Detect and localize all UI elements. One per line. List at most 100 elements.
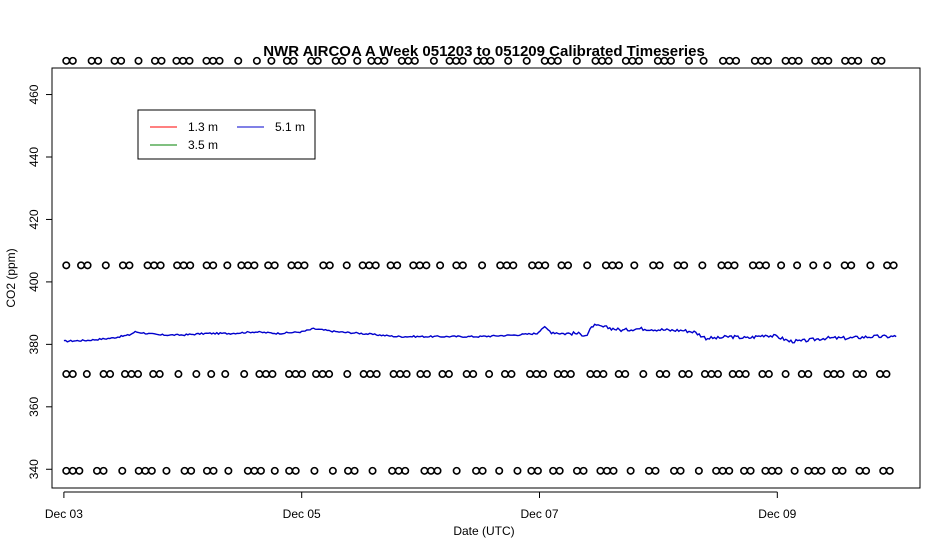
reference-point — [310, 466, 319, 475]
reference-point — [740, 466, 749, 475]
reference-point — [528, 261, 537, 270]
reference-point — [325, 370, 334, 379]
reference-point — [452, 466, 461, 475]
reference-point — [817, 56, 826, 65]
reference-point — [804, 370, 813, 379]
reference-point — [811, 56, 820, 65]
reference-point — [155, 370, 164, 379]
reference-point — [343, 370, 352, 379]
reference-point — [522, 56, 531, 65]
reference-point — [830, 370, 839, 379]
reference-point — [852, 370, 861, 379]
series-lines — [63, 323, 897, 344]
reference-point — [368, 466, 377, 475]
reference-point — [495, 466, 504, 475]
reference-point — [410, 56, 419, 65]
reference-point — [359, 370, 368, 379]
reference-point — [553, 370, 562, 379]
reference-point — [539, 370, 548, 379]
reference-point — [592, 370, 601, 379]
reference-point — [285, 370, 294, 379]
reference-point — [513, 466, 522, 475]
reference-point — [243, 466, 252, 475]
reference-point — [120, 370, 129, 379]
reference-point — [485, 370, 494, 379]
x-tick-label: Dec 07 — [520, 507, 558, 521]
reference-point — [666, 56, 675, 65]
reference-point — [386, 261, 395, 270]
y-axis-label: CO2 (ppm) — [4, 248, 18, 307]
reference-point — [68, 56, 77, 65]
reference-point — [224, 466, 233, 475]
reference-point — [502, 261, 511, 270]
reference-point — [767, 466, 776, 475]
reference-point — [500, 370, 509, 379]
reference-point — [673, 261, 682, 270]
reference-point — [732, 56, 741, 65]
reference-point — [555, 466, 564, 475]
reference-point — [92, 466, 101, 475]
reference-point — [365, 261, 374, 270]
reference-point — [804, 466, 813, 475]
reference-point — [110, 56, 119, 65]
legend-box — [137, 109, 316, 160]
reference-point — [566, 370, 575, 379]
reference-point — [77, 261, 86, 270]
reference-point — [118, 261, 127, 270]
reference-points — [62, 56, 898, 475]
reference-point — [366, 370, 375, 379]
reference-point — [831, 466, 840, 475]
reference-point — [270, 261, 279, 270]
reference-point — [725, 56, 734, 65]
reference-point — [255, 370, 264, 379]
plot-frame — [51, 67, 921, 489]
reference-point — [525, 370, 534, 379]
reference-point — [586, 370, 595, 379]
legend-label: 1.3 m — [188, 120, 218, 134]
reference-point — [764, 370, 773, 379]
reference-point — [180, 466, 189, 475]
reference-point — [662, 370, 671, 379]
reference-point — [854, 56, 863, 65]
reference-point — [342, 261, 351, 270]
reference-point — [172, 56, 181, 65]
reference-point — [87, 56, 96, 65]
reference-point — [99, 370, 108, 379]
reference-point — [723, 261, 732, 270]
reference-point — [150, 56, 159, 65]
reference-point — [758, 370, 767, 379]
reference-point — [264, 261, 273, 270]
reference-point — [604, 56, 613, 65]
reference-point — [655, 261, 664, 270]
reference-point — [192, 370, 201, 379]
reference-point — [790, 466, 799, 475]
reference-point — [433, 466, 442, 475]
series-line-5-1m — [63, 323, 897, 344]
reference-point — [250, 466, 259, 475]
reference-point — [99, 466, 108, 475]
reference-point — [186, 261, 195, 270]
reference-point — [393, 261, 402, 270]
reference-point — [389, 370, 398, 379]
reference-point — [209, 56, 218, 65]
reference-point — [761, 466, 770, 475]
x-tick-label: Dec 05 — [283, 507, 321, 521]
reference-point — [125, 261, 134, 270]
reference-point — [394, 466, 403, 475]
reference-point — [185, 56, 194, 65]
reference-point — [62, 56, 71, 65]
reference-point — [250, 261, 259, 270]
reference-point — [372, 370, 381, 379]
reference-point — [883, 261, 892, 270]
reference-point — [358, 261, 367, 270]
reference-point — [609, 466, 618, 475]
reference-point — [507, 370, 516, 379]
reference-point — [402, 370, 411, 379]
reference-point — [557, 261, 566, 270]
y-axis: 340 360 380 400 420 440 460 — [27, 84, 52, 479]
reference-point — [824, 56, 833, 65]
legend-label: 3.5 m — [188, 138, 218, 152]
y-tick-label: 460 — [27, 84, 41, 104]
legend-label: 5.1 m — [275, 120, 305, 134]
reference-point — [240, 370, 249, 379]
